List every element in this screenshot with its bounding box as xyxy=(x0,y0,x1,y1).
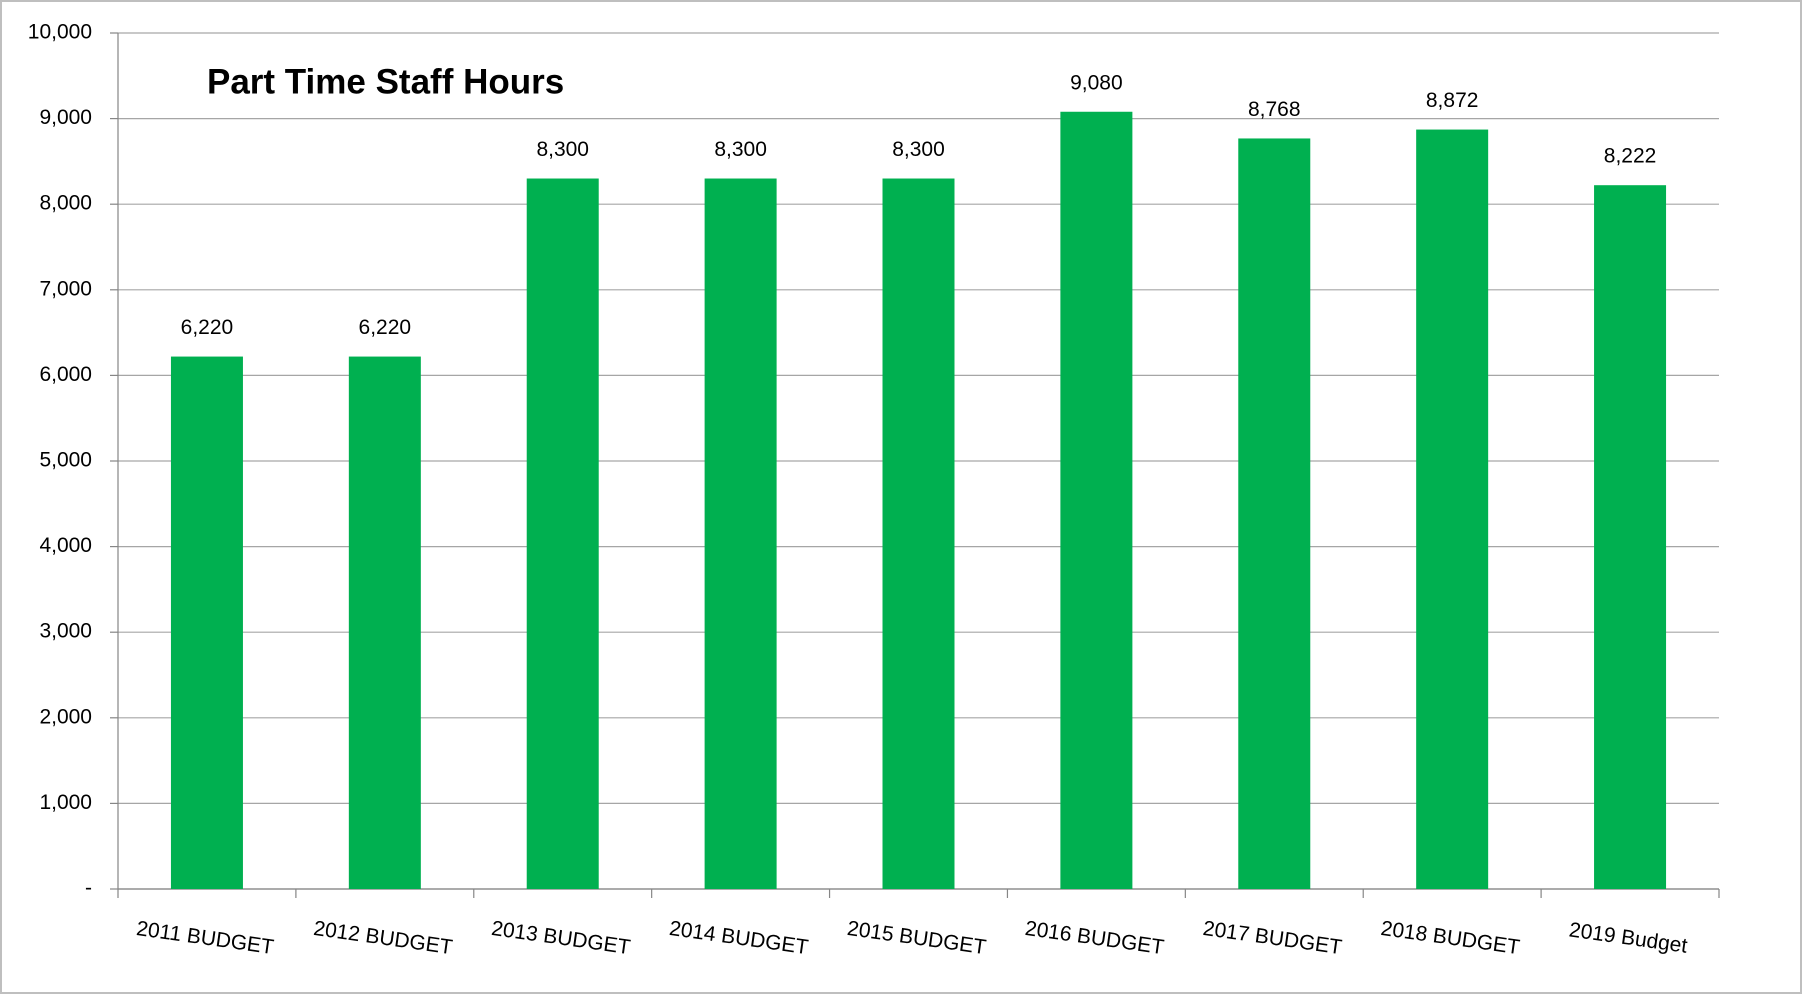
bar xyxy=(170,356,243,889)
data-label: 8,300 xyxy=(714,138,767,161)
y-tick-label: 5,000 xyxy=(39,449,92,472)
bar xyxy=(1594,185,1667,890)
y-tick-label: 7,000 xyxy=(39,277,92,300)
bar xyxy=(1060,111,1133,889)
y-tick-label: 8,000 xyxy=(39,192,92,215)
y-tick-label: 9,000 xyxy=(39,106,92,129)
y-tick-label: 1,000 xyxy=(39,791,92,814)
y-tick-label: 6,000 xyxy=(39,363,92,386)
bar xyxy=(1416,129,1489,890)
bar xyxy=(704,178,777,889)
data-label: 8,872 xyxy=(1426,89,1479,112)
y-tick-label: 10,000 xyxy=(28,21,92,44)
data-label: 8,768 xyxy=(1248,98,1301,121)
data-label: 8,300 xyxy=(536,138,589,161)
bar xyxy=(348,356,421,889)
y-tick-label: - xyxy=(85,877,92,900)
data-label: 6,220 xyxy=(359,316,412,339)
bar xyxy=(1238,138,1311,889)
data-label: 9,080 xyxy=(1070,71,1123,94)
data-label: 6,220 xyxy=(181,316,234,339)
y-tick-label: 2,000 xyxy=(39,705,92,728)
bar xyxy=(526,178,599,889)
data-label: 8,222 xyxy=(1604,145,1657,168)
y-tick-label: 4,000 xyxy=(39,534,92,557)
y-tick-label: 3,000 xyxy=(39,620,92,643)
bar xyxy=(882,178,955,889)
chart-title: Part Time Staff Hours xyxy=(207,62,564,101)
data-label: 8,300 xyxy=(892,138,945,161)
